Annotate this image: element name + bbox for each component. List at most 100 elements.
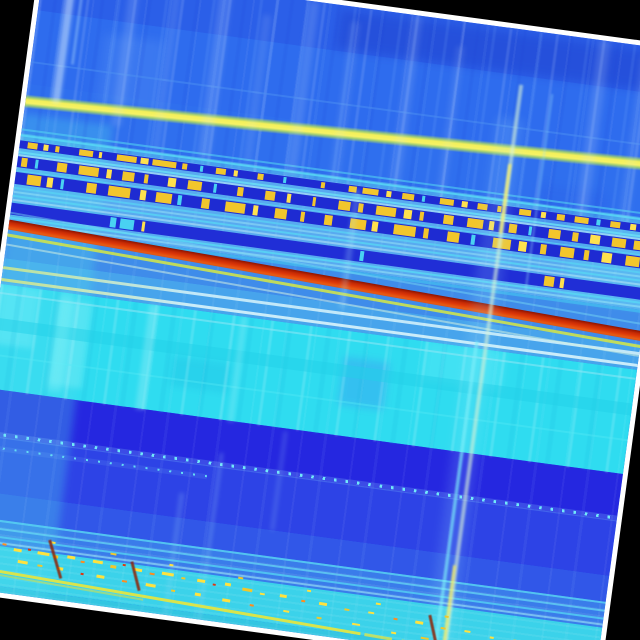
- fire-speckle: [37, 551, 50, 557]
- fire-speckle: [306, 589, 312, 593]
- fire-speckle: [96, 574, 105, 579]
- barcode-dash: [556, 213, 566, 221]
- barcode-dash: [633, 240, 640, 251]
- fire-speckle: [13, 548, 22, 553]
- barcode-dash: [98, 151, 103, 159]
- dark-red-diagonal-streak: [428, 614, 439, 640]
- barcode-dash: [141, 221, 146, 232]
- barcode-dash: [274, 208, 288, 220]
- fire-speckle: [110, 564, 117, 569]
- barcode-dash: [624, 255, 640, 268]
- fire-speckle: [122, 563, 126, 567]
- barcode-dash: [26, 174, 42, 187]
- barcode-dash: [257, 173, 264, 181]
- barcode-dash: [442, 214, 455, 225]
- barcode-dash: [215, 167, 227, 176]
- barcode-dash: [470, 234, 476, 246]
- barcode-dash: [371, 221, 379, 232]
- barcode-dash: [323, 214, 333, 226]
- fire-speckle: [170, 589, 176, 593]
- fire-speckle: [121, 579, 128, 583]
- barcode-dash: [78, 165, 100, 177]
- barcode-dash: [385, 190, 392, 198]
- barcode-dash: [34, 159, 39, 169]
- fire-speckle: [444, 615, 449, 619]
- barcode-dash: [78, 149, 94, 158]
- barcode-dash: [46, 177, 54, 188]
- barcode-dash: [609, 221, 621, 229]
- dark-red-diagonal-streak: [130, 561, 141, 592]
- fire-speckle: [2, 543, 7, 546]
- barcode-dash: [312, 197, 317, 207]
- barcode-dash: [461, 200, 469, 208]
- barcode-dash: [393, 224, 417, 237]
- fire-speckle: [169, 563, 174, 567]
- fire-speckle: [145, 583, 156, 588]
- fire-speckle: [249, 604, 254, 607]
- fire-speckle: [222, 598, 231, 603]
- barcode-dash: [299, 211, 306, 222]
- fire-speckle: [368, 611, 375, 615]
- barcode-dash: [177, 194, 183, 206]
- barcode-dash: [116, 154, 138, 163]
- barcode-dash: [236, 186, 244, 197]
- barcode-dash: [20, 157, 28, 168]
- barcode-dash: [107, 185, 131, 199]
- dark-red-diagonal-streak: [48, 539, 63, 579]
- barcode-dash: [187, 180, 203, 191]
- barcode-dash: [571, 232, 579, 242]
- fire-speckle: [181, 577, 186, 580]
- barcode-dash: [403, 209, 413, 220]
- barcode-dash: [421, 195, 426, 202]
- fire-speckle: [17, 559, 28, 565]
- barcode-dash: [419, 211, 425, 221]
- fire-speckle: [196, 578, 206, 584]
- barcode-dash: [559, 277, 565, 289]
- fire-speckle: [238, 576, 244, 580]
- fire-speckle: [110, 552, 117, 556]
- fire-speckle: [464, 629, 471, 633]
- barcode-dash: [282, 176, 287, 184]
- fire-speckle: [212, 583, 216, 586]
- barcode-dash: [121, 171, 135, 182]
- bottom-yellow-line-dash: [364, 632, 393, 640]
- barcode-dash: [543, 275, 555, 287]
- barcode-dash: [252, 205, 259, 216]
- fire-speckle: [301, 599, 306, 603]
- barcode-dash: [143, 174, 149, 184]
- barcode-dash: [375, 205, 397, 218]
- barcode-dash: [167, 177, 177, 188]
- fire-speckle: [27, 548, 32, 551]
- barcode-dash: [286, 193, 292, 203]
- fire-speckle: [375, 602, 381, 606]
- barcode-dash: [629, 223, 637, 231]
- fire-speckle: [415, 620, 424, 625]
- fire-speckle: [440, 626, 446, 630]
- barcode-dash: [119, 218, 135, 231]
- barcode-dash: [181, 163, 188, 170]
- fire-speckle: [420, 636, 429, 640]
- barcode-dash: [547, 228, 562, 240]
- barcode-dash: [139, 189, 147, 201]
- barcode-dash: [539, 243, 547, 255]
- fire-speckle: [37, 564, 43, 568]
- barcode-dash: [109, 217, 117, 228]
- barcode-dash: [337, 200, 351, 212]
- barcode-dash: [264, 190, 276, 201]
- fire-speckle: [92, 559, 104, 565]
- barcode-dash: [200, 198, 211, 210]
- fire-speckle: [316, 616, 322, 620]
- barcode-dash: [583, 249, 590, 261]
- fire-speckle: [161, 571, 175, 577]
- barcode-dash: [155, 191, 173, 205]
- barcode-dash: [422, 228, 430, 239]
- fire-speckle: [351, 622, 361, 627]
- fire-speckle: [259, 592, 265, 596]
- barcode-dash: [559, 246, 575, 259]
- barcode-dash: [224, 201, 246, 214]
- fire-speckle: [318, 601, 328, 607]
- fire-speckle: [149, 572, 155, 576]
- barcode-dash: [596, 219, 601, 226]
